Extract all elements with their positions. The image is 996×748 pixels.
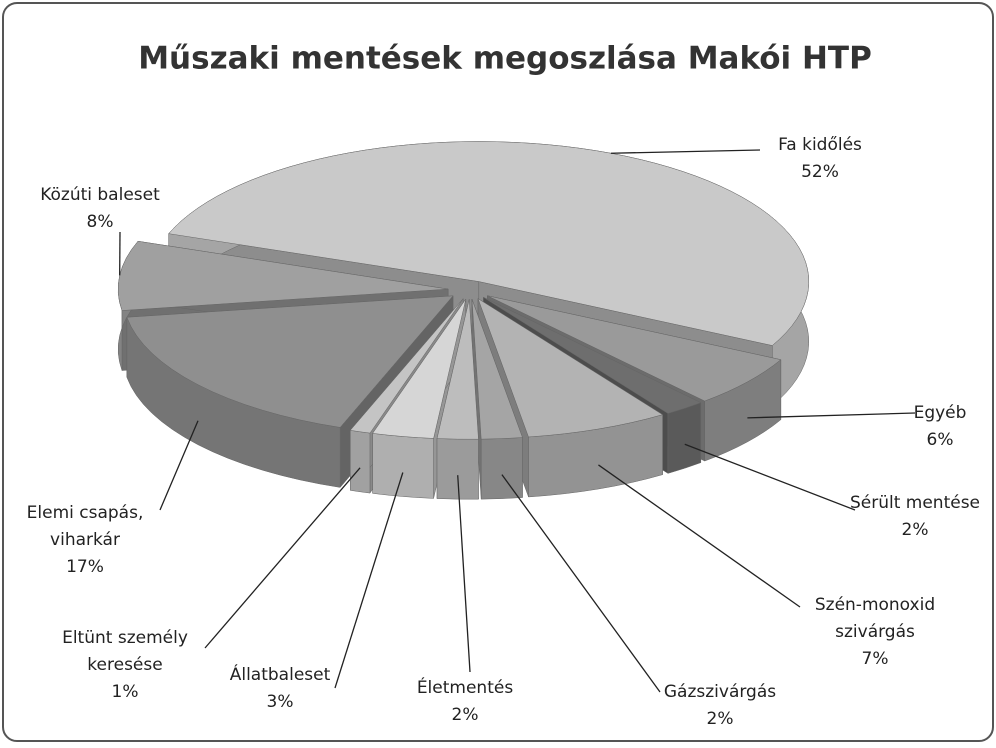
- slice-value-label: 6%: [927, 430, 954, 450]
- slice-value-label: 52%: [801, 162, 839, 182]
- slice-label: Szén-monoxid: [815, 595, 935, 615]
- slice-value-label: 8%: [87, 212, 114, 232]
- slice-label: Gázszivárgás: [664, 682, 776, 702]
- slice-label: keresése: [87, 655, 162, 675]
- slice-value-label: 7%: [862, 649, 889, 669]
- slice-wall: [373, 433, 434, 498]
- slice-label: Elemi csapás,: [27, 503, 144, 523]
- slice-wall: [350, 430, 370, 493]
- slice-label: Közúti baleset: [40, 185, 160, 205]
- slice-value-label: 2%: [902, 520, 929, 540]
- slice-value-label: 17%: [66, 557, 104, 577]
- slice-label: Életmentés: [417, 676, 514, 698]
- slice-value-label: 1%: [112, 682, 139, 702]
- slice-label: Sérült mentése: [850, 493, 980, 513]
- slice-value-label: 2%: [707, 709, 734, 729]
- slice-label: szivárgás: [835, 622, 915, 642]
- slice-value-label: 2%: [452, 705, 479, 725]
- slice-wall: [481, 438, 522, 500]
- slice-label: Eltünt személy: [62, 628, 188, 648]
- slice-label: Fa kidőlés: [778, 135, 862, 155]
- slice-wall: [437, 439, 478, 500]
- slice-label: Állatbaleset: [230, 663, 331, 685]
- slice-label: Egyéb: [914, 403, 967, 423]
- slice-value-label: 3%: [267, 692, 294, 712]
- chart-title: Műszaki mentések megoszlása Makói HTP: [138, 41, 872, 77]
- slice-label: viharkár: [50, 530, 120, 550]
- slice-wall: [668, 403, 701, 474]
